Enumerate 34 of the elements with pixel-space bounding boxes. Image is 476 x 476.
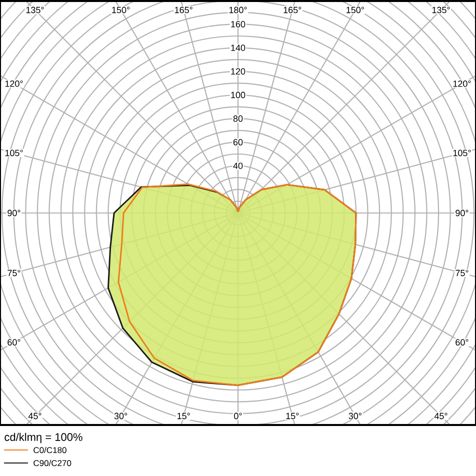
text: cd/klmη = 100%: [4, 432, 82, 444]
y-tick-label: 160: [231, 21, 246, 28]
spoke-label: 30°: [348, 412, 362, 420]
y-tick-label: 140: [231, 44, 246, 51]
y-tick-label: 60: [233, 139, 243, 146]
spoke-label: 180°: [229, 6, 247, 14]
spoke-label: 60°: [8, 339, 20, 346]
spoke-label: 105°: [5, 150, 23, 156]
spoke-label: 45°: [434, 412, 448, 420]
spoke-label: 15°: [177, 412, 190, 420]
spoke-label: 60°: [456, 339, 468, 346]
spoke-label: 75°: [456, 270, 468, 276]
y-tick-label: 80: [233, 115, 243, 122]
spoke-label: 0°: [234, 412, 242, 420]
y-tick-label: 120: [231, 68, 246, 75]
spoke-label: 135°: [432, 6, 450, 14]
y-tick-label: 100: [231, 92, 246, 98]
spoke-label: 105°: [453, 150, 471, 156]
spoke-label: 150°: [112, 6, 130, 14]
spoke-label: 45°: [28, 412, 42, 420]
spoke-label: 30°: [114, 412, 128, 420]
spoke-label: 165°: [284, 6, 302, 14]
spoke-label: 150°: [346, 6, 364, 14]
legend-label: C90/C270: [34, 460, 72, 466]
spoke-label: 120°: [453, 80, 471, 87]
spoke-label: 75°: [8, 270, 20, 276]
legend-label: C0/C180: [34, 446, 66, 454]
spoke-label: 165°: [174, 6, 192, 14]
spoke-label: 90°: [8, 210, 20, 216]
y-tick-label: 40: [233, 162, 243, 169]
spoke-label: 120°: [5, 80, 23, 87]
spoke-label: 135°: [26, 6, 44, 14]
spoke-label: 15°: [286, 412, 299, 420]
spoke-label: 90°: [456, 210, 468, 216]
